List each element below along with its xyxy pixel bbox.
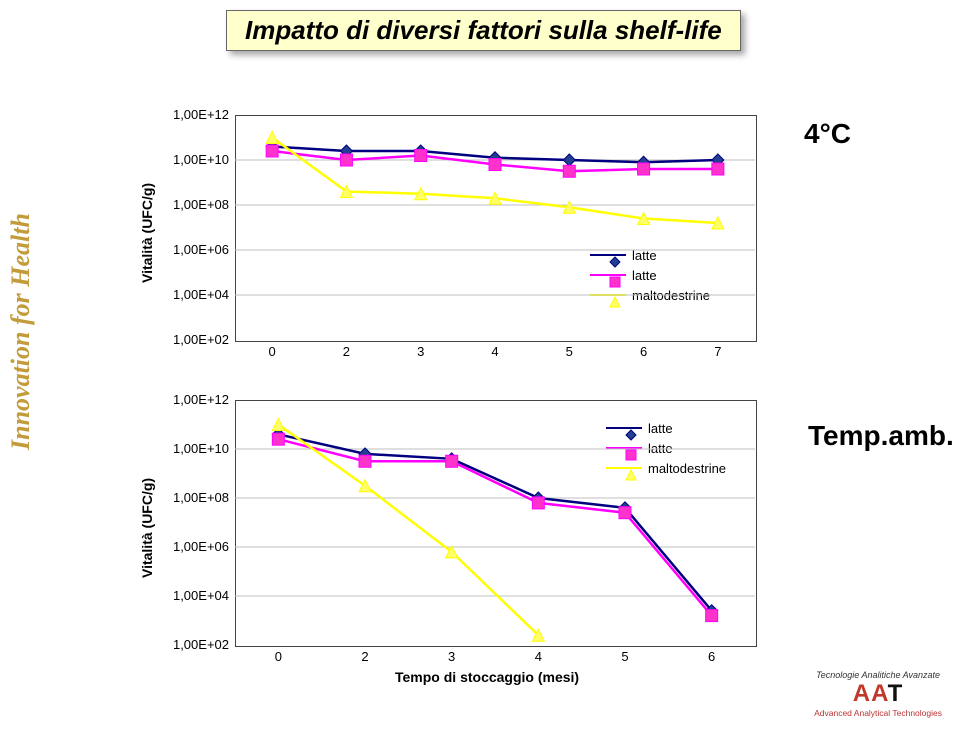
logo-tagline-sub: Advanced Analytical Technologies: [814, 708, 942, 718]
footer-logo: Tecnologie Analitiche Avanzate AAT Advan…: [814, 670, 942, 718]
chart-svg-layer: [0, 0, 960, 732]
logo-tagline-top: Tecnologie Analitiche Avanzate: [814, 670, 942, 680]
logo-acronym: AAT: [814, 680, 942, 708]
